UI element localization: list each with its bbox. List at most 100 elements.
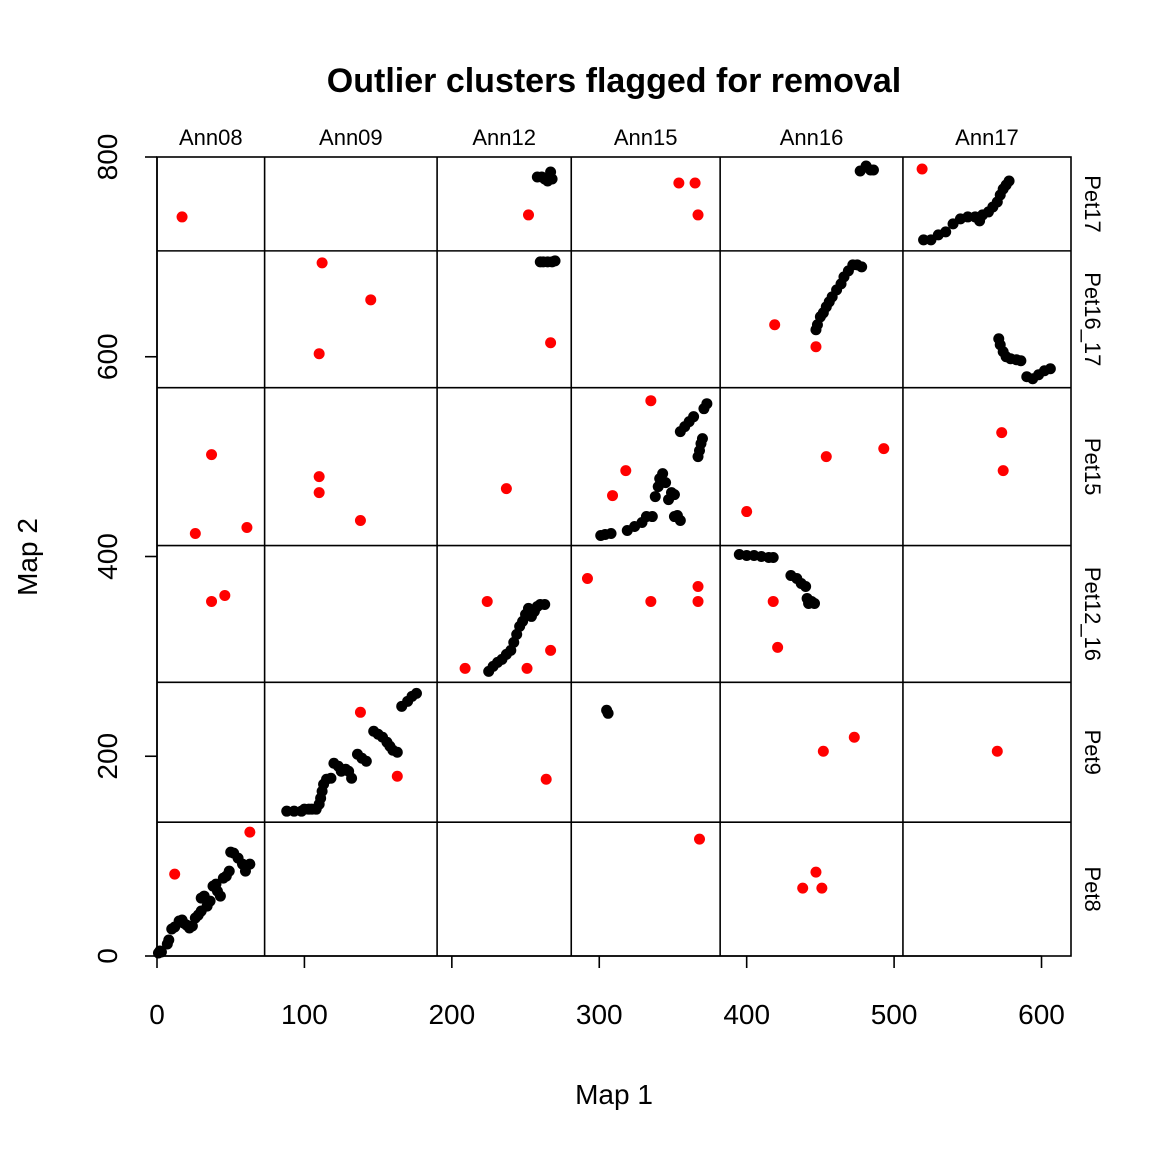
flagged-point-2	[316, 257, 328, 269]
row-label-pet8: Pet8	[1080, 866, 1105, 911]
flagged-point-9	[313, 487, 325, 499]
flagged-point-27	[997, 465, 1009, 477]
kept-point-97	[605, 528, 617, 540]
flagged-point-36	[692, 580, 704, 592]
flagged-point-15	[620, 465, 632, 477]
y-tick-label-800: 800	[92, 134, 123, 181]
kept-point-20	[204, 895, 216, 907]
kept-point-102	[646, 511, 658, 523]
kept-point-55	[360, 755, 372, 767]
flagged-point-33	[545, 644, 557, 656]
flagged-point-19	[692, 209, 704, 221]
flagged-point-41	[391, 770, 403, 782]
row-label-pet16-17: Pet16_17	[1080, 272, 1105, 366]
row-label-pet9: Pet9	[1080, 730, 1105, 775]
flagged-point-40	[354, 706, 366, 718]
flagged-point-25	[916, 163, 928, 175]
flagged-point-1	[176, 211, 188, 223]
kept-point-161	[940, 226, 952, 238]
points-layer	[152, 160, 1056, 959]
flagged-point-21	[878, 443, 890, 455]
kept-point-94	[546, 173, 558, 185]
x-tick-label-400: 400	[723, 999, 770, 1030]
flagged-point-32	[521, 662, 533, 674]
kept-point-123	[701, 398, 713, 410]
flagged-point-42	[540, 773, 552, 785]
chart-title: Outlier clusters flagged for removal	[327, 62, 901, 100]
kept-point-5	[163, 934, 175, 946]
kept-point-62	[391, 746, 403, 758]
row-label-pet17: Pet17	[1080, 175, 1105, 233]
kept-point-139	[808, 597, 820, 609]
kept-point-125	[602, 707, 614, 719]
kept-point-3	[155, 946, 167, 958]
flagged-point-49	[810, 866, 822, 878]
kept-point-106	[657, 468, 669, 480]
kept-point-186	[1044, 363, 1056, 375]
flagged-point-39	[772, 641, 784, 653]
kept-point-52	[346, 772, 358, 784]
flagged-point-47	[244, 826, 256, 838]
flagged-point-48	[694, 833, 706, 845]
y-tick-label-200: 200	[92, 733, 123, 780]
kept-point-117	[688, 411, 700, 423]
panel-grid	[156, 156, 1072, 957]
flagged-point-17	[673, 177, 685, 189]
flagged-point-3	[365, 294, 377, 306]
y-tick-label-0: 0	[92, 948, 123, 964]
column-label-ann12: Ann12	[472, 125, 536, 150]
flagged-point-30	[481, 595, 493, 607]
kept-point-113	[668, 511, 680, 523]
x-tick-label-600: 600	[1018, 999, 1065, 1030]
kept-point-110	[668, 489, 680, 501]
flagged-point-34	[581, 572, 593, 584]
column-label-ann09: Ann09	[319, 125, 383, 150]
kept-point-88	[549, 255, 561, 267]
kept-point-27	[223, 865, 235, 877]
y-axis-label: Map 2	[12, 518, 43, 596]
flagged-point-18	[689, 177, 701, 189]
flagged-point-14	[645, 395, 657, 407]
flagged-point-50	[797, 882, 809, 894]
kept-point-24	[214, 890, 226, 902]
x-axis: 0 100 200 300 400 500 600	[149, 955, 1065, 1030]
flagged-point-16	[607, 490, 619, 502]
flagged-point-13	[522, 209, 534, 221]
flagged-point-5	[206, 449, 218, 461]
flagged-point-24	[810, 341, 822, 353]
flagged-point-43	[817, 745, 829, 757]
flagged-point-10	[354, 515, 366, 527]
flagged-point-37	[692, 595, 704, 607]
x-tick-label-500: 500	[871, 999, 918, 1030]
flagged-point-8	[313, 471, 325, 483]
row-labels: Pet17 Pet16_17 Pet15 Pet12_16 Pet9 Pet8	[1080, 175, 1105, 912]
flagged-point-11	[500, 483, 512, 495]
flagged-point-29	[219, 589, 231, 601]
flagged-point-6	[189, 528, 201, 540]
plot-frame	[156, 156, 1072, 957]
flagged-point-4	[313, 348, 325, 360]
row-label-pet12-16: Pet12_16	[1080, 567, 1105, 661]
kept-point-131	[767, 551, 779, 563]
y-axis: 0 200 400 600 800	[92, 134, 158, 964]
column-label-ann16: Ann16	[780, 125, 844, 150]
column-label-ann08: Ann08	[179, 125, 243, 150]
kept-point-174	[1003, 175, 1015, 187]
flagged-point-45	[991, 745, 1003, 757]
kept-point-66	[410, 687, 422, 699]
y-tick-label-400: 400	[92, 533, 123, 580]
row-label-pet15: Pet15	[1080, 438, 1105, 496]
x-tick-label-0: 0	[149, 999, 165, 1030]
flagged-point-38	[767, 595, 779, 607]
column-label-ann15: Ann15	[614, 125, 678, 150]
x-tick-label-100: 100	[281, 999, 328, 1030]
flagged-point-22	[741, 506, 753, 518]
x-tick-label-300: 300	[576, 999, 623, 1030]
flagged-point-31	[459, 662, 471, 674]
flagged-point-51	[816, 882, 828, 894]
flagged-point-12	[545, 337, 557, 349]
kept-point-83	[539, 598, 551, 610]
kept-point-181	[1015, 355, 1027, 367]
flagged-point-46	[169, 868, 181, 880]
